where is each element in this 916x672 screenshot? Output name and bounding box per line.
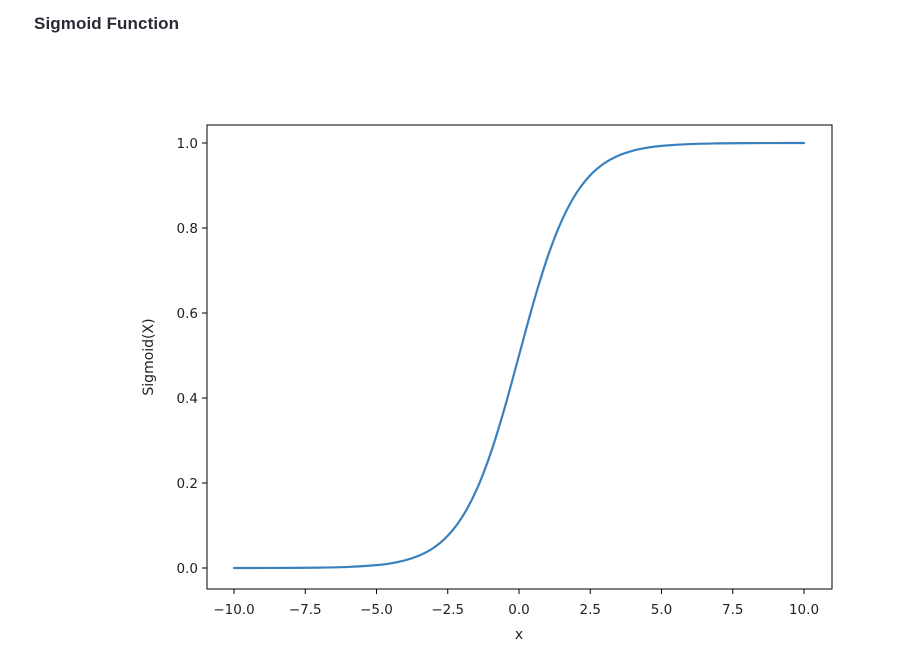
series-line-sigmoid — [232, 141, 806, 570]
y-tick-label: 0.0 — [177, 561, 198, 577]
x-tick-label: −10.0 — [213, 602, 254, 618]
x-axis-ticks: −10.0 −7.5 −5.0 −2.5 0.0 2.5 5.0 7.5 10.0 — [213, 589, 819, 618]
x-tick-label: 0.0 — [508, 602, 529, 618]
x-axis-label: x — [515, 627, 523, 643]
y-tick-label: 0.2 — [177, 476, 198, 492]
y-tick-label: 0.6 — [177, 306, 198, 322]
x-tick-label: −7.5 — [289, 602, 322, 618]
page-title: Sigmoid Function — [34, 14, 180, 33]
x-tick-label: 10.0 — [789, 602, 819, 618]
y-tick-label: 1.0 — [177, 136, 198, 152]
x-tick-label: 7.5 — [722, 602, 743, 618]
x-tick-label: 5.0 — [651, 602, 672, 618]
y-axis-ticks: 0.0 0.2 0.4 0.6 0.8 1.0 — [177, 136, 207, 577]
x-tick-label: −2.5 — [431, 602, 464, 618]
x-tick-label: −5.0 — [360, 602, 393, 618]
x-tick-label: 2.5 — [580, 602, 601, 618]
y-tick-label: 0.8 — [177, 221, 198, 237]
y-tick-label: 0.4 — [177, 391, 198, 407]
y-axis-label: Sigmoid(X) — [141, 318, 157, 395]
